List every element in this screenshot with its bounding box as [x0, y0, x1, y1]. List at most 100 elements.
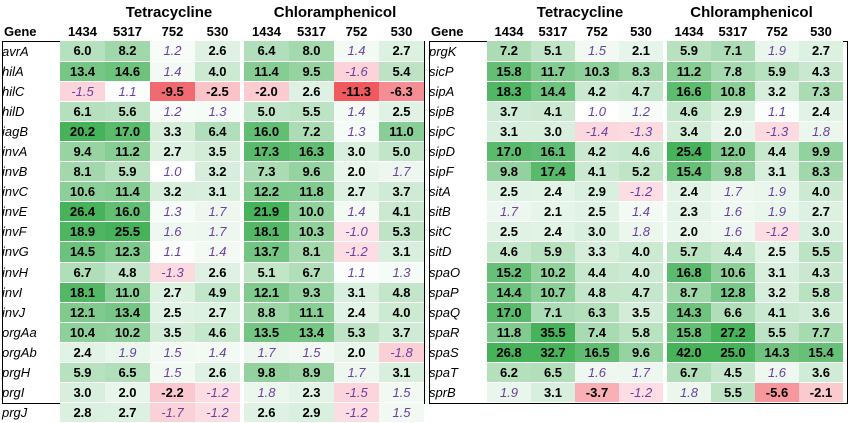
heatmap-cell: 1.1	[105, 81, 150, 102]
heatmap-cell: 11.7	[531, 61, 575, 82]
heatmap-cell: 18.3	[487, 81, 531, 102]
group-separator	[240, 61, 244, 82]
heatmap-row: prgI 3.0 2.0 -2.2 -1.2 1.8 2.3 -1.5 1.5	[2, 382, 424, 404]
heatmap-cell: 3.1	[334, 282, 379, 303]
group-separator	[240, 342, 244, 363]
group-separator	[663, 181, 667, 202]
heatmap-cell: 3.5	[619, 302, 663, 323]
heatmap-cell: -1.0	[334, 221, 379, 243]
heatmap-cell: 3.2	[755, 282, 799, 303]
heatmap-cell: 2.7	[105, 402, 150, 423]
gene-label: sipC	[429, 123, 456, 139]
heatmap-cell: -1.2	[195, 402, 240, 423]
heatmap-cell: 4.2	[575, 141, 619, 163]
heatmap-cell: 11.1	[289, 302, 334, 323]
heatmap-cell: 9.8	[244, 362, 289, 384]
heatmap-cell: 5.9	[105, 161, 150, 183]
heatmap-cell: 5.5	[755, 322, 799, 343]
heatmap-cell: 9.6	[289, 161, 334, 183]
heatmap-cell: 1.4	[195, 342, 240, 364]
heatmap-row: sitA 2.5 2.4 2.9 -1.2 2.4 1.7 1.9 4.0	[429, 181, 843, 203]
heatmap-cell: 1.8	[244, 382, 289, 404]
group-separator	[663, 81, 667, 102]
gene-label: prgK	[429, 43, 457, 59]
heatmap-row: sitB 1.7 2.1 2.5 1.4 2.3 1.6 1.9 2.7	[429, 201, 843, 223]
heatmap-cell: 4.4	[575, 262, 619, 283]
heatmap-cell: 1.6	[150, 221, 195, 243]
column-header-1434: 1434	[674, 23, 704, 39]
heatmap-cell: 13.4	[60, 61, 105, 82]
group-separator	[663, 161, 667, 182]
heatmap-cell: 10.0	[289, 201, 334, 223]
heatmap-cell: 8.2	[105, 41, 150, 62]
group-separator	[240, 282, 244, 303]
heatmap-cell: 2.6	[289, 81, 334, 102]
heatmap-cell: 1.5	[379, 382, 424, 404]
heatmap-cell: 11.4	[105, 181, 150, 203]
heatmap-cell: -1.2	[755, 221, 799, 243]
column-header-530: 530	[810, 23, 832, 39]
heatmap-cell: 2.9	[575, 181, 619, 203]
heatmap-cell: -1.2	[619, 382, 663, 404]
heatmap-cell: 3.1	[531, 382, 575, 404]
heatmap-cell: -5.6	[755, 382, 799, 404]
heatmap-cell: 6.7	[667, 362, 711, 384]
group-separator	[663, 382, 667, 403]
column-header-5317: 5317	[718, 23, 748, 39]
heatmap-cell: 4.3	[799, 61, 843, 82]
heatmap-cell: 2.6	[195, 41, 240, 62]
column-header-530: 530	[390, 23, 413, 39]
heatmap-row: hilC -1.5 1.1 -9.5 -2.5 -2.0 2.6 -11.3 -6.3	[2, 81, 424, 102]
heatmap-cell: 5.9	[60, 362, 105, 384]
heatmap-cell: 3.7	[379, 322, 424, 343]
heatmap-cell: 1.7	[195, 221, 240, 243]
gene-label: spaR	[429, 324, 460, 340]
heatmap-row: invB 8.1 5.9 1.0 3.2 7.3 9.6 2.0 1.7	[2, 161, 424, 183]
gene-label: sitC	[429, 224, 452, 240]
heatmap-cell: 5.4	[379, 61, 424, 82]
heatmap-cell: 12.1	[244, 282, 289, 303]
heatmap-cell: 5.8	[799, 282, 843, 303]
heatmap-cell: 1.7	[379, 161, 424, 183]
heatmap-cell: 2.5	[379, 101, 424, 122]
heatmap-cell: 1.4	[195, 241, 240, 263]
heatmap-cell: -1.3	[619, 121, 663, 142]
heatmap-cell: 4.0	[619, 241, 663, 263]
heatmap-row: prgJ 2.8 2.7 -1.7 -1.2 2.6 2.9 -1.2 1.5	[2, 402, 424, 423]
group-separator	[240, 201, 244, 222]
heatmap-cell: 6.3	[575, 302, 619, 323]
heatmap-cell: 25.4	[667, 141, 711, 163]
heatmap-cell: 18.1	[244, 221, 289, 243]
gene-label: prgH	[2, 365, 31, 381]
heatmap-cell: 1.8	[799, 121, 843, 142]
heatmap-cell: -2.5	[195, 81, 240, 102]
heatmap-cell: 16.5	[575, 342, 619, 364]
heatmap-row: orgAa 10.4 10.2 3.5 4.6 13.5 13.4 5.3 3.7	[2, 322, 424, 343]
heatmap-cell: 16.6	[667, 81, 711, 102]
group-separator	[240, 81, 244, 102]
heatmap-cell: 2.0	[711, 121, 755, 142]
heatmap-row: invF 18.9 25.5 1.6 1.7 18.1 10.3 -1.0 5.3	[2, 221, 424, 243]
heatmap-cell: -6.3	[379, 81, 424, 102]
group-separator	[240, 161, 244, 182]
heatmap-cell: 3.2	[150, 181, 195, 203]
heatmap-cell: 1.3	[195, 101, 240, 122]
heatmap-cell: 3.0	[60, 382, 105, 404]
heatmap-cell: 25.5	[105, 221, 150, 243]
left-heatmap-table: Gene 1434 5317 752 530 1434 5317 752 530 avrA 6.0 8…	[2, 21, 424, 423]
heatmap-cell: -2.2	[150, 382, 195, 404]
group-separator	[663, 322, 667, 343]
heatmap-row: invA 9.4 11.2 2.7 3.5 17.3 16.3 3.0 5.0	[2, 141, 424, 163]
heatmap-cell: 2.1	[531, 201, 575, 223]
group-separator	[663, 342, 667, 363]
heatmap-cell: 1.1	[334, 262, 379, 283]
group-separator	[240, 241, 244, 263]
heatmap-cell: 17.0	[487, 302, 531, 323]
heatmap-row: sipD 17.0 16.1 4.2 4.6 25.4 12.0 4.4 9.9	[429, 141, 843, 163]
heatmap-cell: 14.6	[105, 61, 150, 82]
group-separator	[240, 322, 244, 343]
heatmap-cell: 6.1	[60, 101, 105, 122]
heatmap-cell: 4.1	[379, 201, 424, 223]
heatmap-row: spaP 14.4 10.7 4.8 4.7 8.7 12.8 3.2 5.8	[429, 282, 843, 303]
column-header-1434: 1434	[68, 23, 97, 39]
